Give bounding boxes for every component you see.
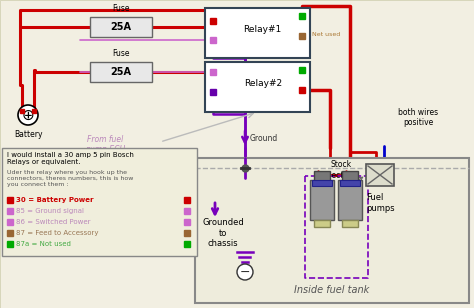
FancyBboxPatch shape (205, 8, 310, 58)
Text: Grounded
to
chassis: Grounded to chassis (202, 218, 244, 248)
Text: Relay#2: Relay#2 (244, 79, 282, 87)
Text: 86 = Switched Power: 86 = Switched Power (16, 219, 91, 225)
Text: Fuse: Fuse (112, 49, 130, 58)
Circle shape (237, 264, 253, 280)
FancyBboxPatch shape (90, 62, 152, 82)
Text: Stock
connector: Stock connector (314, 160, 352, 180)
FancyBboxPatch shape (310, 180, 334, 220)
FancyBboxPatch shape (2, 148, 197, 256)
Text: Fuel
pumps: Fuel pumps (366, 193, 395, 213)
Text: 85 = Ground signal: 85 = Ground signal (16, 208, 84, 214)
Text: −: − (240, 265, 250, 278)
Text: From fuel
pump ECU: From fuel pump ECU (85, 135, 125, 154)
Text: Uder the relay where you hook up the
connectors, theres numbers, this is how
you: Uder the relay where you hook up the con… (7, 170, 133, 187)
Text: 30 = Battery Power: 30 = Battery Power (16, 197, 93, 203)
Text: Ground: Ground (250, 133, 278, 143)
FancyBboxPatch shape (314, 220, 330, 227)
FancyBboxPatch shape (90, 17, 152, 37)
FancyBboxPatch shape (366, 164, 394, 186)
Text: 25A: 25A (110, 22, 131, 32)
Text: 87 = Feed to Accessory: 87 = Feed to Accessory (16, 230, 99, 236)
FancyBboxPatch shape (338, 180, 362, 220)
Text: both wires
positive: both wires positive (398, 108, 438, 128)
Text: I would install a 30 amp 5 pin Bosch
Relays or equivalent.: I would install a 30 amp 5 pin Bosch Rel… (7, 152, 134, 165)
FancyBboxPatch shape (195, 158, 469, 303)
FancyBboxPatch shape (205, 62, 310, 112)
FancyBboxPatch shape (342, 171, 358, 181)
Text: 25A: 25A (110, 67, 131, 77)
Text: Relay#1: Relay#1 (244, 25, 282, 34)
FancyBboxPatch shape (340, 180, 360, 186)
Text: Net used: Net used (312, 32, 340, 37)
Text: 87a = Not used: 87a = Not used (16, 241, 71, 247)
Circle shape (18, 105, 38, 125)
FancyBboxPatch shape (312, 180, 332, 186)
Text: ⊕: ⊕ (22, 107, 35, 123)
FancyBboxPatch shape (314, 171, 330, 181)
FancyBboxPatch shape (342, 220, 358, 227)
Text: Fuse: Fuse (112, 4, 130, 13)
Text: Battery: Battery (14, 130, 42, 139)
Text: Inside fuel tank: Inside fuel tank (294, 285, 370, 295)
